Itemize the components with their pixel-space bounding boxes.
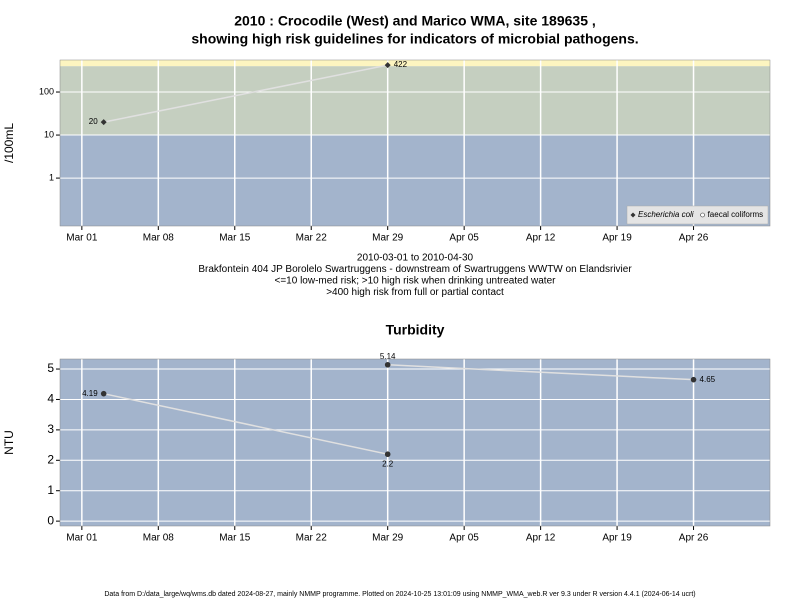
x-tick-label: Mar 15: [219, 233, 251, 244]
data-label: 422: [394, 60, 408, 69]
annotation: 2010-03-01 to 2010-04-30: [357, 253, 474, 264]
data-label: 4.19: [82, 389, 98, 398]
plot-frame: [59, 59, 771, 227]
chart-title: Turbidity: [386, 322, 445, 338]
x-tick-label: Mar 15: [219, 533, 251, 544]
x-tick-label: Apr 19: [602, 533, 632, 544]
y-tick-label: 1: [47, 483, 54, 497]
plot-frame: [59, 358, 771, 527]
y-tick-label: 0: [47, 513, 54, 527]
plot-background: [60, 359, 770, 526]
risk-band: [60, 60, 770, 67]
data-label: 4.65: [700, 375, 716, 384]
annotation: >400 high risk from full or partial cont…: [326, 287, 504, 298]
x-tick-label: Mar 29: [372, 533, 404, 544]
x-tick-label: Apr 05: [449, 533, 479, 544]
footer: Data from D:/data_large/wq/wms.db dated …: [104, 591, 695, 598]
x-tick-label: Mar 08: [143, 533, 175, 544]
legend-box: [626, 205, 769, 225]
y-axis-label: NTU: [2, 430, 16, 455]
point: [384, 62, 391, 69]
point: [690, 376, 697, 383]
x-tick-label: Mar 08: [143, 233, 175, 244]
x-tick-label: Apr 26: [679, 533, 709, 544]
risk-band: [60, 66, 770, 136]
legend-marker: [630, 212, 636, 218]
y-tick-label: 1: [49, 172, 54, 182]
annotation: Brakfontein 404 JP Borolelo Swartruggens…: [198, 264, 632, 275]
x-tick-label: Apr 19: [602, 233, 632, 244]
y-tick-label: 2: [47, 452, 54, 466]
legend-marker: [700, 212, 705, 218]
point: [100, 119, 107, 126]
x-tick-label: Apr 26: [679, 233, 709, 244]
x-tick-label: Mar 01: [66, 533, 98, 544]
series-line: [103, 364, 694, 455]
data-label: 20: [89, 117, 98, 126]
x-tick-label: Apr 05: [449, 233, 479, 244]
chart-title: 2010 : Crocodile (West) and Marico WMA, …: [234, 13, 596, 29]
point: [384, 451, 391, 458]
y-tick-label: 10: [44, 129, 54, 139]
x-tick-label: Mar 29: [372, 233, 404, 244]
point: [100, 390, 107, 397]
y-tick-label: 100: [39, 86, 54, 96]
data-label: 5.14: [380, 352, 396, 361]
x-tick-label: Apr 12: [526, 533, 556, 544]
x-tick-label: Mar 22: [296, 233, 328, 244]
y-tick-label: 3: [47, 422, 54, 436]
chart-title: showing high risk guidelines for indicat…: [191, 31, 638, 47]
annotation: <=10 low-med risk; >10 high risk when dr…: [275, 276, 557, 287]
legend-label: faecal coliforms: [708, 210, 764, 219]
x-tick-label: Apr 12: [526, 233, 556, 244]
x-tick-label: Mar 01: [66, 233, 98, 244]
data-label: 2.2: [382, 459, 394, 468]
y-tick-label: 5: [47, 361, 54, 375]
point: [384, 361, 391, 368]
legend-label: Escherichia coli: [638, 210, 694, 219]
x-tick-label: Mar 22: [296, 533, 328, 544]
y-axis-label: /100mL: [2, 123, 16, 163]
series-line: [103, 64, 388, 123]
y-tick-label: 4: [47, 392, 54, 406]
